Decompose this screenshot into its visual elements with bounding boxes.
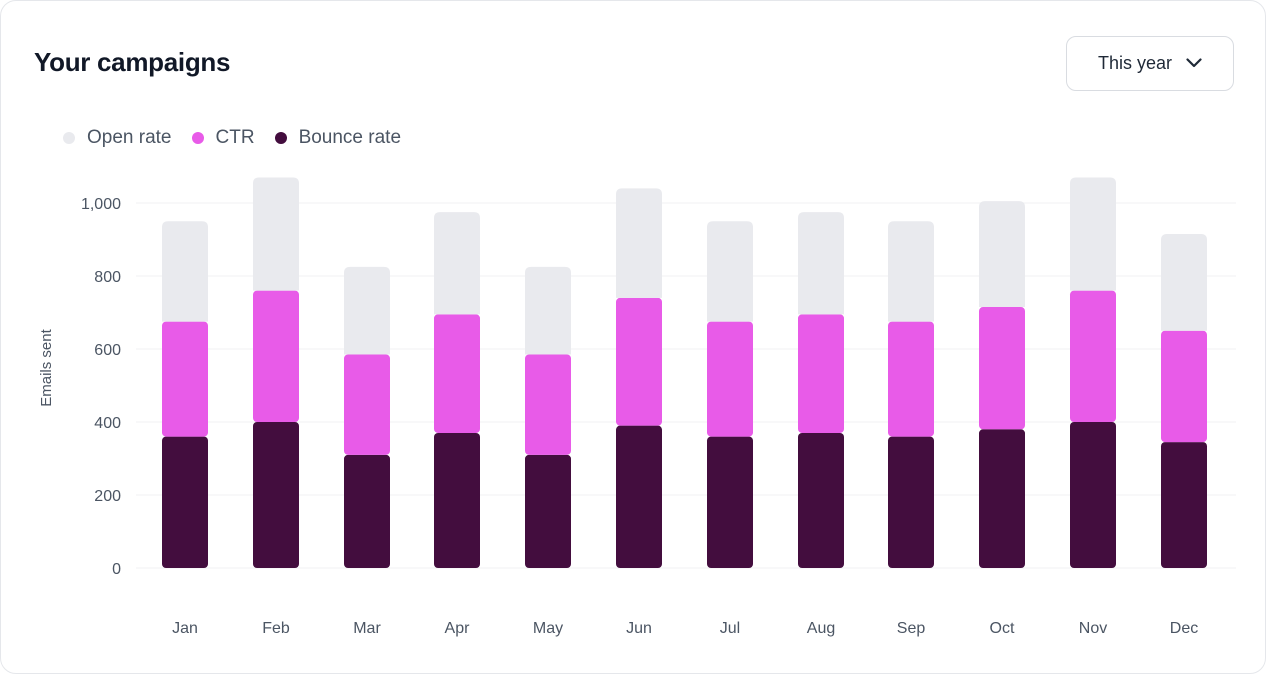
y-tick-label: 800 bbox=[94, 269, 121, 286]
legend-item-bounce-rate[interactable]: Bounce rate bbox=[274, 127, 402, 149]
chevron-down-icon bbox=[1186, 55, 1202, 73]
bar-open-rate-mar[interactable] bbox=[344, 266, 390, 355]
bar-bounce-rate-may[interactable] bbox=[525, 454, 571, 568]
bar-open-rate-aug[interactable] bbox=[798, 212, 844, 315]
x-tick-label-jan: Jan bbox=[172, 620, 198, 637]
bar-open-rate-oct[interactable] bbox=[979, 201, 1025, 308]
x-tick-label-jul: Jul bbox=[720, 620, 740, 637]
x-tick-label-may: May bbox=[533, 620, 563, 637]
y-tick-label: 600 bbox=[94, 342, 121, 359]
legend-label-ctr: CTR bbox=[215, 127, 255, 148]
bar-ctr-aug[interactable] bbox=[798, 314, 844, 433]
x-tick-label-sep: Sep bbox=[897, 620, 926, 637]
bar-bounce-rate-jul[interactable] bbox=[707, 436, 753, 568]
bar-open-rate-feb[interactable] bbox=[253, 177, 299, 291]
x-tick-label-dec: Dec bbox=[1170, 620, 1198, 637]
bar-open-rate-nov[interactable] bbox=[1070, 177, 1116, 291]
bar-open-rate-apr[interactable] bbox=[434, 212, 480, 315]
bar-open-rate-sep[interactable] bbox=[888, 221, 934, 322]
x-tick-label-nov: Nov bbox=[1079, 620, 1107, 637]
bar-bounce-rate-dec[interactable] bbox=[1161, 442, 1207, 568]
card-title: Your campaigns bbox=[34, 47, 231, 77]
x-tick-label-jun: Jun bbox=[626, 620, 652, 637]
y-tick-label: 1,000 bbox=[81, 196, 121, 213]
period-dropdown[interactable]: This year bbox=[1066, 36, 1234, 91]
bar-ctr-may[interactable] bbox=[525, 354, 571, 455]
x-tick-label-mar: Mar bbox=[353, 620, 381, 637]
y-tick-label: 400 bbox=[94, 415, 121, 432]
bar-bounce-rate-sep[interactable] bbox=[888, 436, 934, 568]
bar-open-rate-jan[interactable] bbox=[162, 221, 208, 322]
bar-ctr-nov[interactable] bbox=[1070, 290, 1116, 422]
bar-open-rate-dec[interactable] bbox=[1161, 234, 1207, 331]
x-tick-label-apr: Apr bbox=[445, 620, 471, 637]
chart-legend: Open rate CTR Bounce rate bbox=[63, 127, 401, 149]
bar-open-rate-jun[interactable] bbox=[616, 188, 662, 298]
bar-bounce-rate-oct[interactable] bbox=[979, 429, 1025, 568]
legend-label-open-rate: Open rate bbox=[87, 127, 172, 148]
legend-item-open-rate[interactable]: Open rate bbox=[63, 127, 172, 149]
legend-label-bounce-rate: Bounce rate bbox=[298, 127, 402, 148]
legend-item-ctr[interactable]: CTR bbox=[191, 127, 255, 149]
bar-bounce-rate-jan[interactable] bbox=[162, 436, 208, 568]
period-dropdown-label: This year bbox=[1097, 53, 1173, 73]
y-tick-label: 0 bbox=[112, 561, 121, 578]
bar-ctr-feb[interactable] bbox=[253, 290, 299, 422]
x-tick-label-feb: Feb bbox=[262, 620, 290, 637]
legend-swatch-ctr bbox=[191, 132, 204, 144]
legend-swatch-open-rate bbox=[63, 132, 75, 144]
legend-swatch-bounce-rate bbox=[274, 132, 287, 144]
bar-ctr-sep[interactable] bbox=[888, 321, 934, 437]
bar-ctr-oct[interactable] bbox=[979, 307, 1025, 430]
bar-ctr-dec[interactable] bbox=[1161, 330, 1207, 443]
bar-ctr-mar[interactable] bbox=[344, 354, 390, 455]
bar-bounce-rate-mar[interactable] bbox=[344, 454, 390, 568]
x-tick-label-oct: Oct bbox=[990, 620, 1015, 637]
bar-bounce-rate-nov[interactable] bbox=[1070, 422, 1116, 568]
bar-bounce-rate-jun[interactable] bbox=[616, 425, 662, 568]
bar-open-rate-jul[interactable] bbox=[707, 221, 753, 322]
x-tick-label-aug: Aug bbox=[807, 620, 835, 637]
bar-bounce-rate-aug[interactable] bbox=[798, 432, 844, 568]
bar-bounce-rate-apr[interactable] bbox=[434, 432, 480, 568]
y-tick-label: 200 bbox=[94, 488, 121, 505]
bar-ctr-jul[interactable] bbox=[707, 321, 753, 437]
y-axis-title: Emails sent bbox=[38, 328, 55, 406]
bar-open-rate-may[interactable] bbox=[525, 266, 571, 355]
bar-ctr-apr[interactable] bbox=[434, 314, 480, 433]
bar-ctr-jan[interactable] bbox=[162, 321, 208, 437]
bar-bounce-rate-feb[interactable] bbox=[253, 422, 299, 568]
bar-ctr-jun[interactable] bbox=[616, 297, 662, 426]
